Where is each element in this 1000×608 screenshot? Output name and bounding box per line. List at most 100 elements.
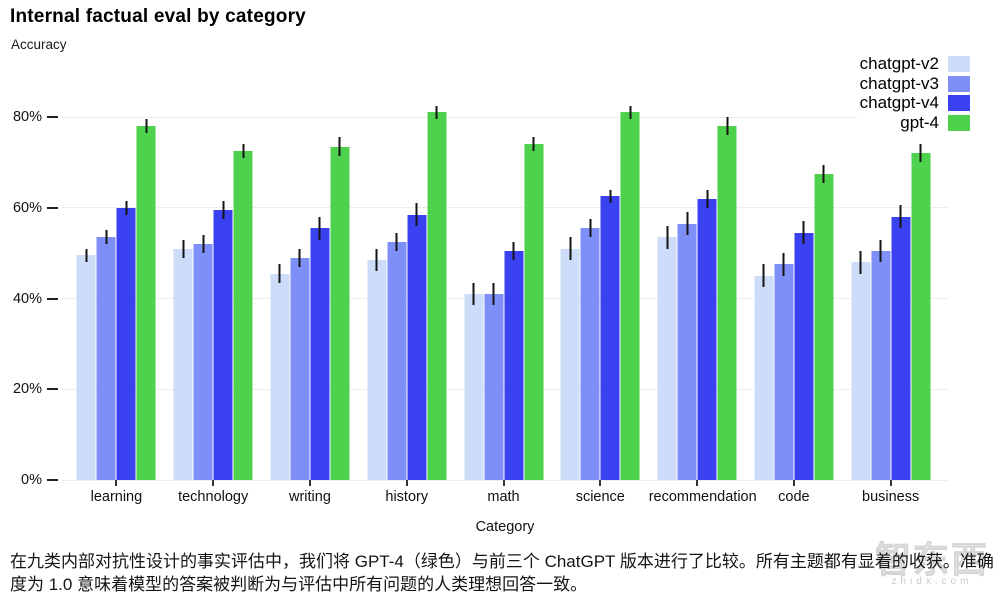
error-bar xyxy=(899,205,902,229)
bar-gpt-4-history xyxy=(427,105,447,480)
bar-chatgpt-v3-technology xyxy=(193,235,213,480)
plot-area: 0% 20% 40% 60% 80% learning technology writing h… xyxy=(12,0,948,505)
gridline xyxy=(62,479,948,481)
bar-chatgpt-v4-history xyxy=(407,203,427,480)
legend-swatch xyxy=(948,95,970,112)
legend-label: chatgpt-v2 xyxy=(859,53,939,73)
legend-swatch xyxy=(948,75,970,92)
bar-cluster xyxy=(367,105,447,480)
legend-label: chatgpt-v3 xyxy=(859,73,939,93)
bar-group: math xyxy=(455,0,552,505)
watermark-logo-text: 智东西 xyxy=(874,539,989,580)
bar-gpt-4-recommendation xyxy=(717,117,737,480)
gridline xyxy=(62,207,948,209)
error-bar xyxy=(512,241,515,260)
legend-item-chatgpt-v2: chatgpt-v2 xyxy=(860,54,970,74)
watermark: 智东西 zhidx.com xyxy=(866,539,998,587)
x-tick-label-business: business xyxy=(862,489,920,505)
y-tick-mark xyxy=(47,297,58,300)
error-bar xyxy=(125,200,128,215)
legend-label: gpt-4 xyxy=(900,112,939,132)
bar-chatgpt-v4-business xyxy=(891,205,911,480)
error-bar xyxy=(726,117,729,136)
x-tick-label-math: math xyxy=(487,489,520,505)
error-bar xyxy=(105,230,108,245)
x-tick-label-writing: writing xyxy=(289,489,331,505)
x-tick-mark xyxy=(212,480,215,486)
bar-gpt-4-business xyxy=(911,144,931,480)
legend: chatgpt-v2 chatgpt-v3 chatgpt-v4 gpt-4 xyxy=(857,53,972,134)
x-tick-mark xyxy=(696,480,699,486)
bar-cluster xyxy=(754,164,834,480)
error-bar xyxy=(919,144,922,163)
error-bar xyxy=(629,105,632,120)
bar-group: business xyxy=(842,0,939,505)
y-tick-label: 60% xyxy=(12,199,42,216)
bar-group: science xyxy=(552,0,649,505)
legend-item-chatgpt-v4: chatgpt-v4 xyxy=(860,93,970,113)
error-bar xyxy=(375,248,378,272)
bar-gpt-4-learning xyxy=(136,119,156,480)
x-tick-label-science: science xyxy=(575,489,625,505)
caption: 在九类内部对抗性设计的事实评估中，我们将 GPT-4（绿色）与前三个 ChatG… xyxy=(10,552,994,594)
error-bar xyxy=(666,225,669,249)
error-bar xyxy=(706,189,709,208)
bar-chatgpt-v2-learning xyxy=(76,248,96,480)
bar-chatgpt-v3-math xyxy=(484,282,504,480)
legend-swatch xyxy=(948,114,970,131)
watermark-domain: zhidx.com xyxy=(891,576,973,587)
bar-cluster xyxy=(851,144,931,480)
bar-gpt-4-science xyxy=(620,105,640,480)
x-tick-mark xyxy=(115,480,118,486)
bar-chatgpt-v3-recommendation xyxy=(677,212,697,480)
bar-chatgpt-v2-history xyxy=(367,248,387,480)
x-axis-title: Category xyxy=(475,519,535,535)
bar-chatgpt-v3-code xyxy=(774,253,794,480)
y-tick-label: 20% xyxy=(12,381,42,398)
x-tick-mark xyxy=(502,480,505,486)
x-tick-label-code: code xyxy=(778,489,810,505)
bar-cluster xyxy=(560,105,640,480)
error-bar xyxy=(222,200,225,220)
error-bar xyxy=(182,239,185,258)
bar-group: recommendation xyxy=(649,0,757,505)
gridline xyxy=(62,116,948,118)
error-bar xyxy=(569,237,572,260)
error-bar xyxy=(782,253,785,276)
bar-groups: learning technology writing history math scie… xyxy=(68,0,939,505)
bar-chatgpt-v2-code xyxy=(754,264,774,480)
chart-title: Internal factual eval by category xyxy=(10,6,306,27)
error-bar xyxy=(822,164,825,183)
error-bar xyxy=(318,216,321,240)
bar-chatgpt-v2-business xyxy=(851,250,871,480)
bar-chatgpt-v4-technology xyxy=(213,200,233,480)
y-tick-mark xyxy=(47,116,58,118)
bar-group: writing xyxy=(262,0,359,505)
x-tick-mark xyxy=(405,480,408,486)
error-bar xyxy=(278,264,281,283)
bar-group: history xyxy=(358,0,455,505)
bar-gpt-4-math xyxy=(524,137,544,480)
x-tick-mark xyxy=(599,480,602,486)
bar-chatgpt-v4-code xyxy=(794,221,814,480)
legend-item-gpt-4: gpt-4 xyxy=(860,113,970,133)
error-bar xyxy=(686,212,689,235)
bar-group: technology xyxy=(165,0,262,505)
x-tick-mark xyxy=(308,480,311,486)
error-bar xyxy=(532,137,535,152)
x-tick-label-technology: technology xyxy=(178,489,249,505)
error-bar xyxy=(802,221,805,245)
bar-chatgpt-v3-business xyxy=(871,239,891,480)
bar-cluster xyxy=(173,144,253,480)
error-bar xyxy=(609,189,612,204)
bar-chatgpt-v2-writing xyxy=(270,264,290,480)
error-bar xyxy=(472,282,475,306)
bar-chatgpt-v4-math xyxy=(504,241,524,480)
bar-gpt-4-code xyxy=(814,164,834,480)
bar-cluster xyxy=(76,119,156,480)
y-tick-mark xyxy=(47,206,58,209)
error-bar xyxy=(145,119,148,133)
y-tick-label: 0% xyxy=(21,472,42,488)
error-bar xyxy=(415,203,418,226)
legend-item-chatgpt-v3: chatgpt-v3 xyxy=(860,74,970,94)
